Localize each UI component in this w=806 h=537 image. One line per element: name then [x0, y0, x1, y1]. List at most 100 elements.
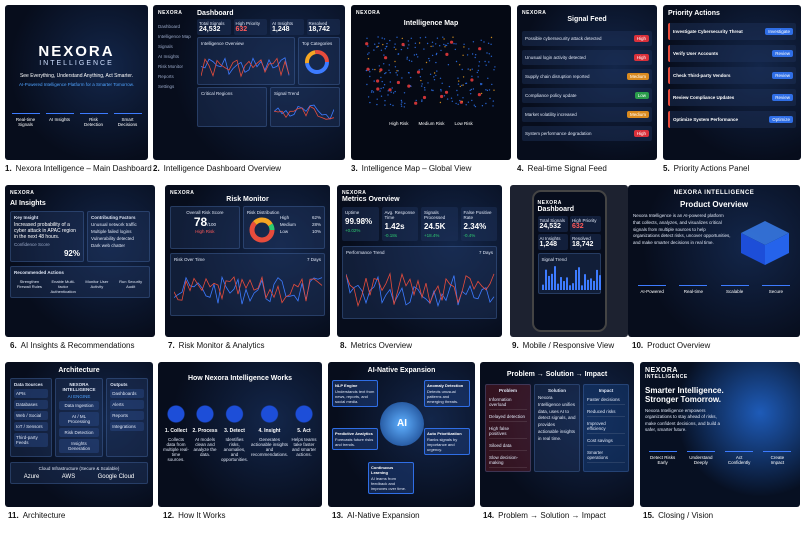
stat-label: AI Insights: [539, 236, 561, 241]
feature: Smart Decisions: [113, 113, 142, 127]
engine-step: Risk Detection: [58, 428, 100, 437]
map-dot: [457, 103, 459, 106]
map-dot: [400, 105, 403, 107]
map-dot: [367, 96, 370, 98]
map-dot: [477, 76, 479, 78]
map-dot: [484, 60, 486, 63]
map-dot: [422, 95, 427, 100]
map-dot: [478, 61, 481, 63]
map-dot: [427, 82, 429, 84]
b: NEXORA INTELLIGENCE: [62, 382, 96, 392]
bar: [580, 285, 583, 290]
problem: Information overload: [489, 395, 527, 410]
map-dot: [424, 89, 426, 91]
action: Optimize System Performance Optimize: [668, 111, 796, 128]
rec-action: Run Security Audit: [119, 279, 143, 289]
caption-text: Metrics Overview: [350, 341, 413, 350]
step: 5. Act Helps teams take faster and smarte…: [291, 404, 317, 462]
dist: High 62%: [280, 215, 321, 220]
map-dot: [488, 53, 490, 55]
bar: [553, 266, 556, 290]
map-dot: [376, 98, 378, 100]
caption-number: 2.: [153, 164, 160, 173]
map-dot: [383, 84, 386, 86]
metric-label: Avg. Response Time: [384, 210, 415, 220]
source: APIs: [14, 389, 48, 398]
bar: [589, 278, 592, 290]
row: Key Insight Increased probability of a cy…: [10, 211, 150, 262]
caption: 3. Intelligence Map – Global View: [351, 164, 471, 173]
bar: [568, 285, 571, 290]
row: Problem Information overload Delayed detec…: [485, 384, 629, 472]
div: Overall Risk Score: [186, 210, 224, 215]
factor: Vulnerability detected: [91, 236, 134, 241]
caption: 2. Intelligence Dashboard Overview: [153, 164, 281, 173]
ai-node-title: Anomaly Detection: [427, 383, 464, 388]
caption-text: Product Overview: [647, 341, 711, 350]
map-dot: [415, 53, 418, 56]
span: Nexora Intelligence unifies data, uses A…: [538, 395, 576, 441]
source: IoT / Sensors: [14, 422, 48, 431]
map-dot: [431, 89, 433, 91]
circle: [249, 217, 275, 243]
caption: 5. Priority Actions Panel: [663, 164, 749, 173]
caption-text: Intelligence Map – Global View: [361, 164, 472, 173]
trend-chart: [346, 272, 495, 308]
vision-item: Create Impact: [763, 451, 792, 465]
cloud: AWS: [61, 474, 76, 480]
circle: [249, 217, 275, 243]
map-dot: [401, 42, 405, 47]
span: 7 Days: [306, 257, 321, 262]
map-dot: [389, 103, 392, 106]
map-dot: [407, 84, 411, 88]
donut: [305, 50, 329, 74]
metric-value: 24.5K: [424, 222, 446, 231]
map-dot: [396, 80, 400, 85]
map-dot: [386, 42, 388, 45]
metric: False Positive Rate 2.34% -0.4%: [460, 207, 497, 241]
map-dot: [475, 54, 477, 56]
step-text: Collects data from multiple real-time so…: [163, 437, 189, 462]
vision-item: Detect Risks Early: [648, 451, 677, 465]
map-dot: [485, 89, 487, 91]
map-dot: [377, 45, 379, 48]
map-dot: [390, 91, 392, 93]
map-dot: [472, 88, 475, 90]
box: Problem Information overload Delayed detec…: [485, 384, 531, 472]
step: 3. Detect Identifies risks, anomalies, an…: [220, 404, 248, 462]
panel: NEXORA Intelligence Map High Risk Medium …: [351, 5, 511, 160]
bar: [547, 275, 550, 290]
engine-step: Data Ingestion: [58, 401, 100, 410]
box: Cloud Infrastructure (Secure & Scalable)…: [10, 462, 148, 484]
rec-action: Enable Multi-factor Authentication: [50, 279, 76, 294]
map-dot: [470, 78, 474, 82]
map-dot: [387, 94, 389, 96]
map-dot: [466, 54, 469, 56]
h: AI Insights: [10, 200, 46, 207]
metric: Uptime 99.98% +0.02%: [342, 207, 379, 241]
stat-label: High Priority: [235, 21, 261, 26]
signal-text: Unusual login activity detected: [525, 55, 586, 60]
polygon: [765, 233, 789, 265]
box: Critical Regions: [197, 87, 267, 127]
map-dot: [423, 48, 425, 50]
factor-list: Unusual network traffic Multiple failed l…: [91, 222, 146, 248]
map-dot: [454, 48, 456, 51]
map-dot: [396, 70, 398, 72]
map-dot: [400, 99, 403, 102]
nav-item: Intelligence Map: [158, 34, 191, 39]
panel: NEXORA Dashboard Intelligence Map Signals A…: [153, 5, 345, 160]
map-dot: [406, 56, 408, 58]
h: AI-Native Expansion: [367, 367, 436, 374]
map-dot: [429, 73, 432, 75]
map-dot: [397, 53, 400, 55]
map-dot: [378, 65, 380, 67]
panel: NEXORA INTELLIGENCE Product Overview Nex…: [628, 185, 800, 337]
ai-node: NLP Engine Understands text from news, re…: [332, 380, 378, 407]
stat-value: 24,532: [539, 223, 561, 230]
bar: [583, 274, 586, 290]
signal: System performance degradation High: [522, 126, 652, 141]
caption-number: 10.: [632, 341, 644, 350]
bar: [556, 283, 559, 290]
dist-label: High: [279, 215, 290, 220]
